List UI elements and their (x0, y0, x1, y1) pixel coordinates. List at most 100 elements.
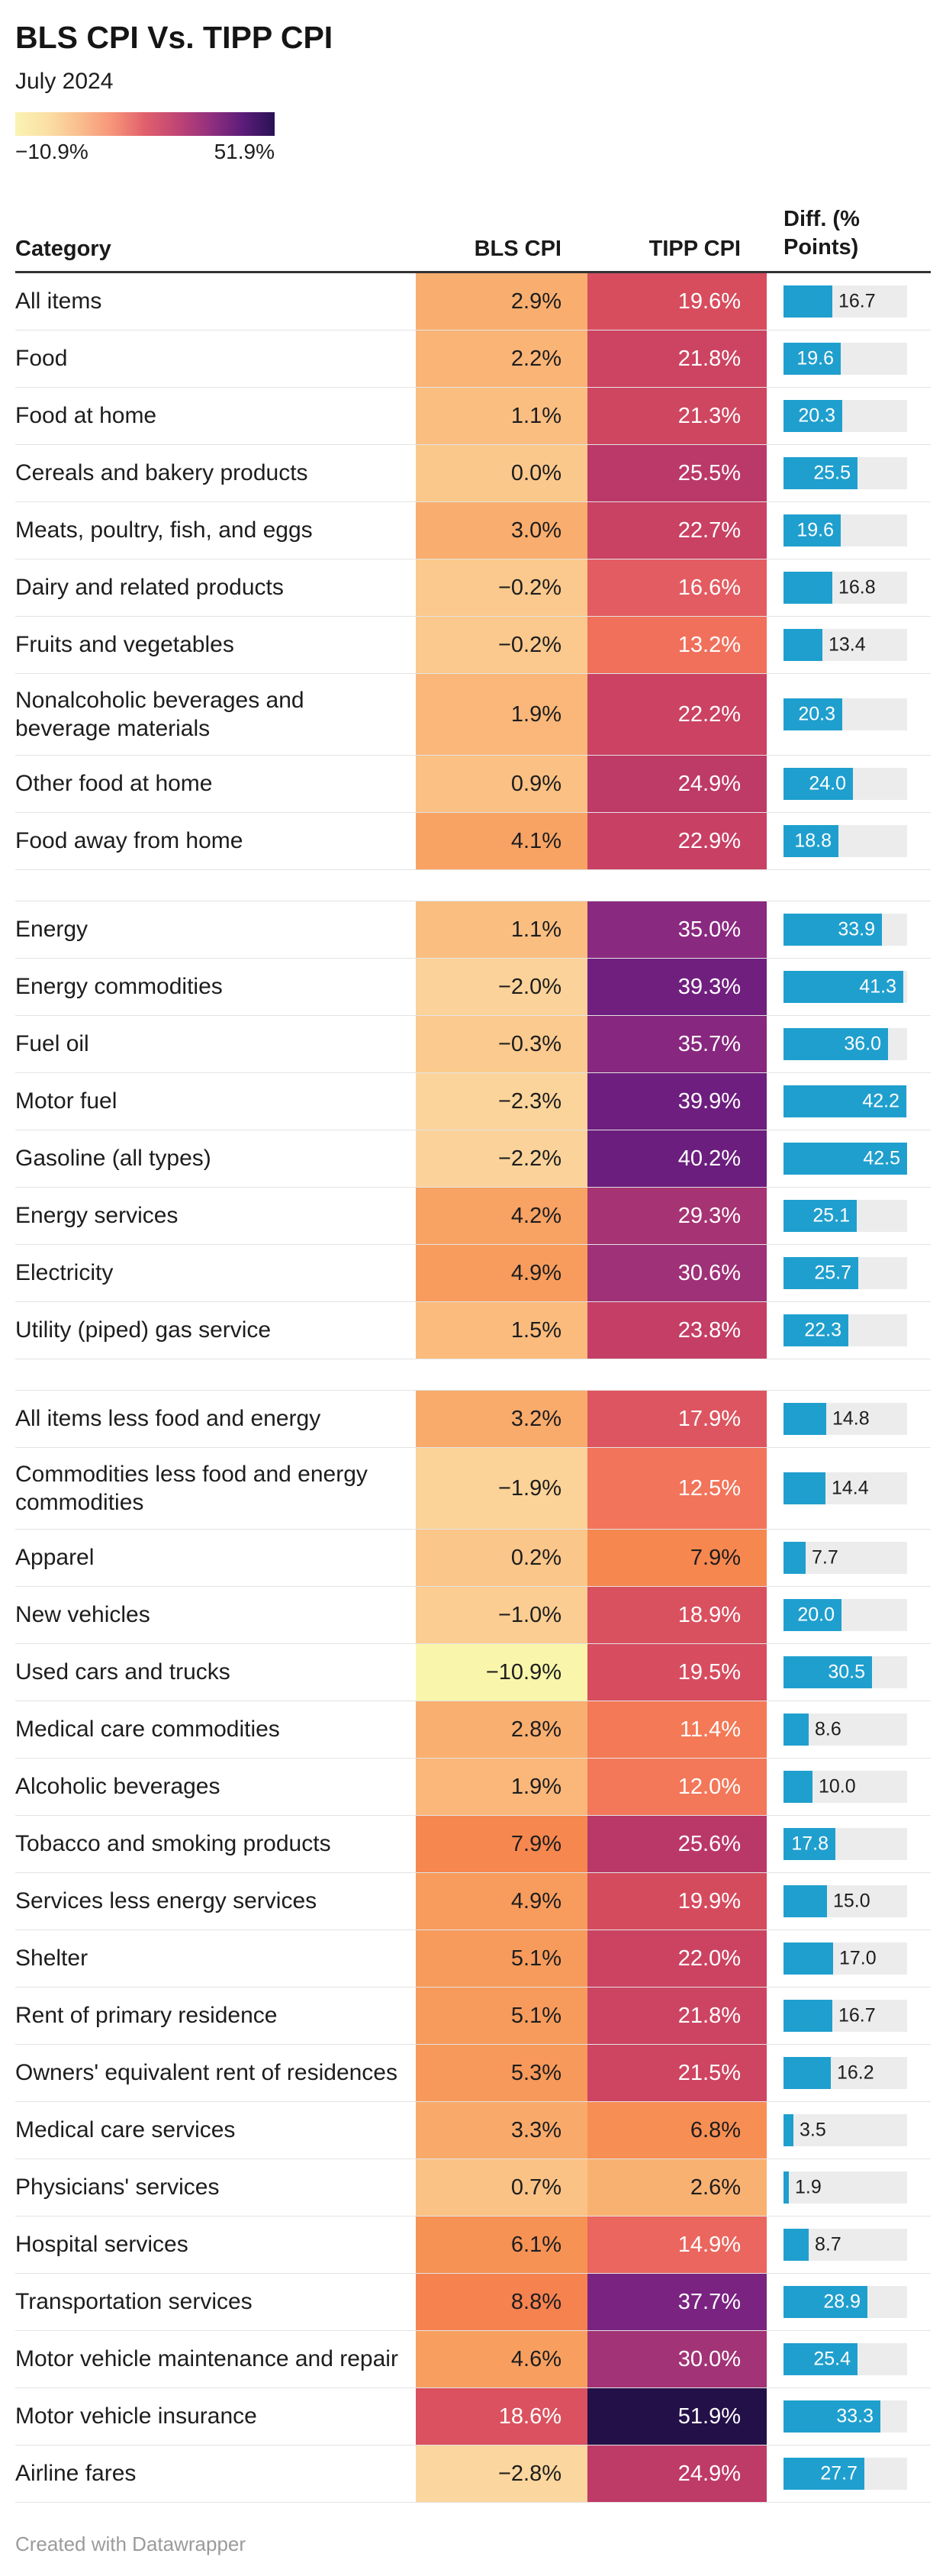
diff-bar-track: 18.8 (784, 825, 907, 858)
tipp-cpi-cell: 37.7% (587, 2274, 767, 2331)
diff-cell: 42.2 (784, 1073, 931, 1130)
diff-cell: 19.6 (784, 330, 931, 387)
diff-bar (784, 971, 903, 1004)
diff-bar (784, 1828, 835, 1861)
diff-cell: 41.3 (784, 959, 931, 1015)
bls-cpi-cell: 4.1% (416, 813, 587, 870)
bls-cpi-value: 8.8% (510, 2289, 561, 2314)
bls-cpi-cell: −1.0% (416, 1587, 587, 1644)
diff-bar-track: 25.7 (784, 1257, 907, 1290)
tipp-cpi-value: 11.4% (679, 1717, 741, 1742)
tipp-cpi-cell: 35.0% (587, 901, 767, 959)
diff-bar-track: 28.9 (784, 2286, 907, 2319)
cell-spacer (767, 1130, 784, 1187)
tipp-cpi-value: 30.0% (677, 2346, 741, 2371)
bls-cpi-cell: −2.8% (416, 2445, 587, 2503)
table-row: Motor fuel −2.3% 39.9% 42.2 (15, 1073, 931, 1131)
diff-bar-track: 14.8 (784, 1403, 907, 1436)
diff-cell: 16.8 (784, 559, 931, 616)
tipp-cpi-value: 30.6% (677, 1260, 741, 1285)
cell-spacer (767, 756, 784, 812)
bls-cpi-cell: 2.2% (416, 330, 587, 388)
diff-cell: 14.8 (784, 1391, 931, 1447)
bls-cpi-value: −2.2% (497, 1146, 561, 1171)
bls-cpi-value: 7.9% (510, 1831, 561, 1856)
tipp-cpi-cell: 19.5% (587, 1644, 767, 1701)
cell-spacer (767, 813, 784, 869)
tipp-cpi-value: 17.9% (677, 1406, 741, 1431)
diff-bar-track: 10.0 (784, 1771, 907, 1804)
tipp-cpi-value: 13.2% (677, 632, 741, 657)
tipp-cpi-cell: 21.5% (587, 2045, 767, 2102)
category-label: Energy commodities (15, 974, 223, 1000)
bls-cpi-value: 3.2% (510, 1406, 561, 1431)
diff-bar-track: 25.1 (784, 1200, 907, 1233)
table-row: Energy 1.1% 35.0% 33.9 (15, 901, 931, 959)
diff-bar (784, 1257, 858, 1290)
category-label: Medical care services (15, 2117, 236, 2143)
category-label: Utility (piped) gas service (15, 1317, 272, 1343)
tipp-cpi-cell: 19.6% (587, 273, 767, 330)
tipp-cpi-value: 22.9% (677, 828, 741, 853)
category-label: All items less food and energy (15, 1406, 321, 1432)
diff-bar-value: 16.2 (837, 2062, 874, 2084)
tipp-cpi-cell: 21.8% (587, 330, 767, 388)
diff-bar (784, 2286, 867, 2319)
diff-bar-value: 42.5 (863, 1147, 900, 1169)
diff-cell: 8.7 (784, 2217, 931, 2273)
diff-bar-track: 3.5 (784, 2114, 907, 2147)
table-row: Other food at home 0.9% 24.9% 24.0 (15, 756, 931, 814)
diff-bar-track: 42.5 (784, 1143, 907, 1175)
bls-cpi-cell: −2.0% (416, 959, 587, 1016)
cell-spacer (767, 445, 784, 501)
bls-cpi-value: −1.9% (497, 1475, 561, 1501)
tipp-cpi-cell: 13.2% (587, 617, 767, 674)
tipp-cpi-value: 39.3% (677, 974, 741, 999)
cell-spacer (767, 1448, 784, 1529)
diff-bar (784, 514, 841, 547)
category-label: Energy (15, 917, 88, 943)
bls-cpi-value: −0.3% (497, 1031, 561, 1056)
category-label: Food away from home (15, 828, 243, 854)
diff-bar-track: 25.4 (784, 2343, 907, 2376)
cell-spacer (767, 1391, 784, 1447)
diff-cell: 20.3 (784, 674, 931, 755)
bls-cpi-cell: 5.3% (416, 2045, 587, 2102)
table-header-row: Category BLS CPI TIPP CPI Diff. (% Point… (15, 164, 931, 274)
table-row: Apparel 0.2% 7.9% 7.7 (15, 1530, 931, 1588)
diff-bar-value: 41.3 (859, 975, 896, 998)
bls-cpi-value: 3.3% (510, 2117, 561, 2142)
bls-cpi-cell: 1.5% (416, 1302, 587, 1359)
tipp-cpi-cell: 22.9% (587, 813, 767, 870)
diff-bar (784, 1028, 888, 1061)
diff-bar-value: 17.0 (839, 1947, 877, 1969)
cell-spacer (767, 1701, 784, 1758)
diff-bar-value: 27.7 (820, 2462, 858, 2484)
category-label: Food at home (15, 403, 157, 429)
table-row: Food 2.2% 21.8% 19.6 (15, 330, 931, 388)
table-row: Services less energy services 4.9% 19.9%… (15, 1873, 931, 1931)
diff-bar (784, 1714, 809, 1746)
diff-cell: 19.6 (784, 502, 931, 559)
diff-bar-value: 15.0 (833, 1890, 870, 1912)
diff-cell: 13.4 (784, 617, 931, 673)
cell-spacer (767, 1016, 784, 1072)
diff-bar (784, 698, 842, 731)
diff-bar-track: 7.7 (784, 1542, 907, 1575)
cell-spacer (767, 388, 784, 444)
tipp-cpi-cell: 25.5% (587, 445, 767, 502)
diff-bar-value: 24.0 (809, 772, 846, 795)
color-legend-labels: −10.9% 51.9% (15, 140, 275, 164)
tipp-cpi-value: 12.0% (677, 1774, 741, 1799)
diff-bar-track: 16.2 (784, 2057, 907, 2090)
tipp-cpi-cell: 12.0% (587, 1759, 767, 1816)
bls-cpi-value: −10.9% (485, 1659, 561, 1685)
table-body: All items 2.9% 19.6% 16.7 Food 2.2% 21.8… (0, 273, 946, 2503)
diff-bar (784, 1472, 825, 1505)
category-label: Dairy and related products (15, 575, 284, 601)
bls-cpi-cell: 4.9% (416, 1245, 587, 1302)
datawrapper-credit[interactable]: Created with Datawrapper (15, 2532, 246, 2556)
legend-max-label: 51.9% (214, 140, 275, 164)
diff-bar-value: 16.8 (838, 576, 876, 598)
